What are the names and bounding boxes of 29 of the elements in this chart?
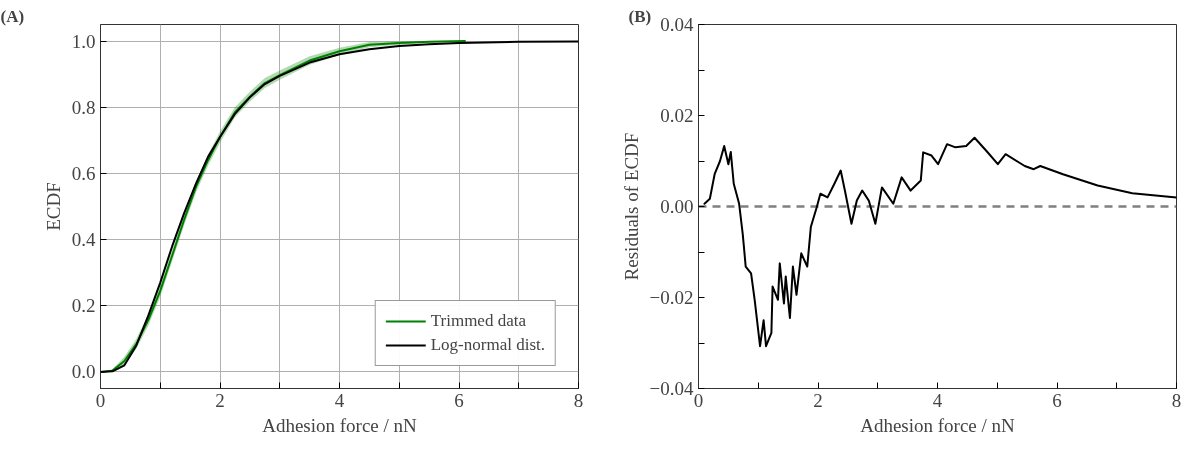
chart-title: (B) bbox=[628, 6, 652, 26]
x-tick-label: 4 bbox=[932, 389, 943, 411]
y-tick-label: 1.0 bbox=[71, 30, 96, 52]
legend-label: Trimmed data bbox=[430, 311, 526, 331]
y-tick-label: 0.6 bbox=[71, 162, 96, 184]
y-tick-label: 0.00 bbox=[660, 196, 694, 217]
x-tick-label: 8 bbox=[573, 389, 584, 411]
x-tick-label: 2 bbox=[813, 389, 823, 411]
x-tick-label: 2 bbox=[215, 389, 225, 411]
y-tick-label: 0.8 bbox=[71, 96, 96, 118]
y-tick-label: 0.4 bbox=[71, 229, 96, 251]
y-axis-title: ECDF bbox=[42, 182, 64, 231]
legend-label: Log-normal dist. bbox=[430, 335, 545, 355]
x-axis-title: Adhesion force / nN bbox=[262, 414, 418, 436]
x-tick-label: 6 bbox=[454, 389, 464, 411]
x-tick-label: 4 bbox=[334, 389, 345, 411]
x-axis-title: Adhesion force / nN bbox=[860, 414, 1016, 436]
x-tick-label: 8 bbox=[1171, 389, 1182, 411]
x-tick-label: 6 bbox=[1052, 389, 1062, 411]
y-tick-label: −0.04 bbox=[649, 378, 694, 399]
y-tick-label: 0.2 bbox=[71, 295, 96, 317]
y-tick-label: −0.02 bbox=[649, 287, 694, 308]
x-tick-label: 0 bbox=[95, 389, 106, 411]
y-axis-title: Residuals of ECDF bbox=[620, 132, 642, 281]
y-tick-label: 0.0 bbox=[71, 361, 96, 383]
y-tick-label: 0.04 bbox=[660, 14, 694, 35]
y-tick-label: 0.02 bbox=[660, 105, 694, 126]
chart-title: (A) bbox=[0, 6, 25, 26]
x-tick-label: 0 bbox=[693, 389, 704, 411]
